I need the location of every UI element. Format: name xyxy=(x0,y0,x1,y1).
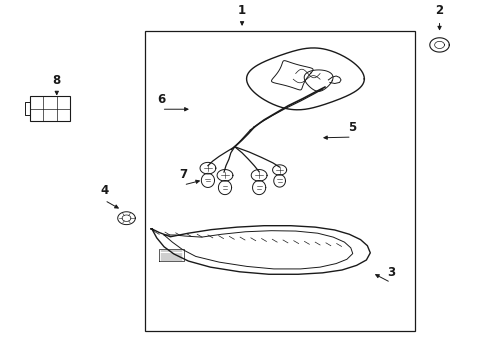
Bar xyxy=(30,96,70,121)
Text: 4: 4 xyxy=(100,184,108,197)
Text: 3: 3 xyxy=(386,266,394,279)
Text: 6: 6 xyxy=(157,93,165,105)
Text: 5: 5 xyxy=(347,121,355,134)
Text: 1: 1 xyxy=(238,4,245,17)
Text: 8: 8 xyxy=(53,74,61,87)
Bar xyxy=(144,31,414,331)
Text: 2: 2 xyxy=(435,4,443,17)
Text: 7: 7 xyxy=(179,168,187,181)
